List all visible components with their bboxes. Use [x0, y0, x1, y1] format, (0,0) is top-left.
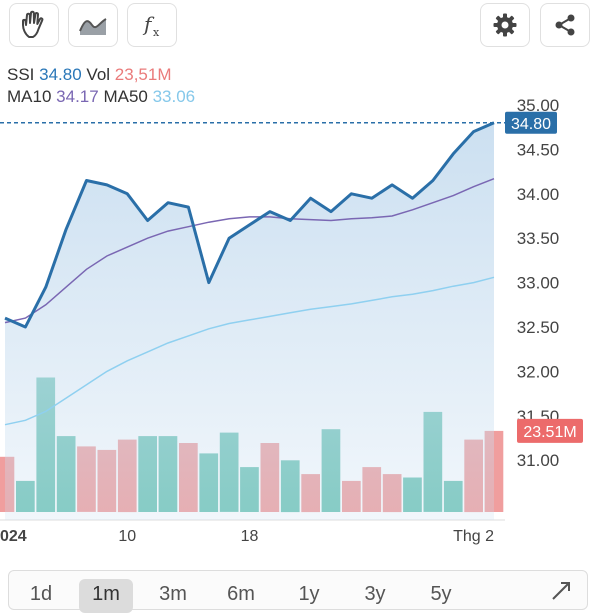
price-area-fill — [5, 122, 494, 521]
ma50-line — [4, 276, 495, 426]
function-icon: f x — [142, 12, 160, 39]
range-1y-button[interactable]: 1y — [298, 583, 320, 605]
price-line — [4, 121, 495, 329]
legend-line-1: SSI 34.80 Vol 23,51M — [7, 65, 172, 85]
x-tick-label: Thg 2 — [453, 528, 494, 545]
legend-ma50-value: 33.06 — [152, 87, 196, 106]
indicators-button[interactable]: f x — [127, 3, 177, 47]
x-tick-label: 10 — [118, 528, 136, 545]
expand-icon[interactable] — [549, 579, 573, 603]
gear-icon — [493, 13, 517, 37]
x-tick-label: 18 — [241, 528, 259, 545]
y-tick-label: 32.00 — [517, 362, 560, 381]
hand-icon — [22, 10, 44, 38]
range-3y-button[interactable]: 3y — [364, 583, 386, 605]
legend-line-2: MA10 34.17 MA50 33.06 — [7, 87, 195, 107]
price-badge-text: 34.80 — [511, 116, 551, 133]
range-1d-button[interactable]: 1d — [29, 583, 53, 605]
chart-type-button[interactable] — [68, 3, 118, 47]
range-selector: 1d 1m 3m 6m 1y 3y 5y — [8, 570, 588, 613]
y-tick-label: 31.00 — [517, 451, 560, 470]
y-tick-label: 34.50 — [517, 140, 560, 159]
area-chart-icon — [79, 18, 107, 35]
range-3m-button[interactable]: 3m — [159, 583, 187, 605]
legend-vol-label: Vol — [86, 65, 111, 84]
legend-ma10-value: 34.17 — [56, 87, 99, 106]
y-tick-label: 34.00 — [517, 185, 560, 204]
hand-tool-button[interactable] — [9, 3, 59, 47]
x-tick-label: 024 — [0, 528, 27, 545]
price-badge-bg — [505, 111, 557, 134]
x-axis-ticks: 024 10 18 Thg 2 — [0, 528, 494, 545]
range-5y-button[interactable]: 5y — [430, 583, 452, 605]
ma10-line — [4, 178, 495, 324]
legend-price: 34.80 — [39, 65, 82, 84]
volume-badge: 23.51M — [517, 418, 583, 443]
range-1m-button[interactable]: 1m — [79, 579, 133, 613]
legend-ma50-label: MA50 — [103, 87, 148, 106]
price-chart[interactable]: 35.0034.5034.0033.5033.0032.5032.0031.50… — [0, 0, 600, 560]
y-axis-ticks: 35.0034.5034.0033.5033.0032.5032.0031.50… — [517, 96, 560, 470]
y-tick-label: 33.00 — [517, 274, 560, 293]
legend-symbol: SSI — [7, 65, 35, 84]
share-button[interactable] — [540, 3, 590, 47]
function-x-glyph: x — [153, 26, 160, 39]
range-6m-button[interactable]: 6m — [227, 583, 255, 605]
legend-vol-value: 23,51M — [114, 65, 172, 84]
y-tick-label: 35.00 — [517, 96, 560, 115]
price-badge: 34.80 — [505, 111, 557, 134]
share-icon — [555, 14, 575, 36]
settings-button[interactable] — [480, 3, 530, 47]
volume-badge-text: 23.51M — [523, 424, 576, 441]
y-tick-label: 33.50 — [517, 229, 560, 248]
legend-ma10-label: MA10 — [7, 87, 52, 106]
y-tick-label: 32.50 — [517, 318, 560, 337]
volume-badge-bg — [517, 418, 583, 443]
